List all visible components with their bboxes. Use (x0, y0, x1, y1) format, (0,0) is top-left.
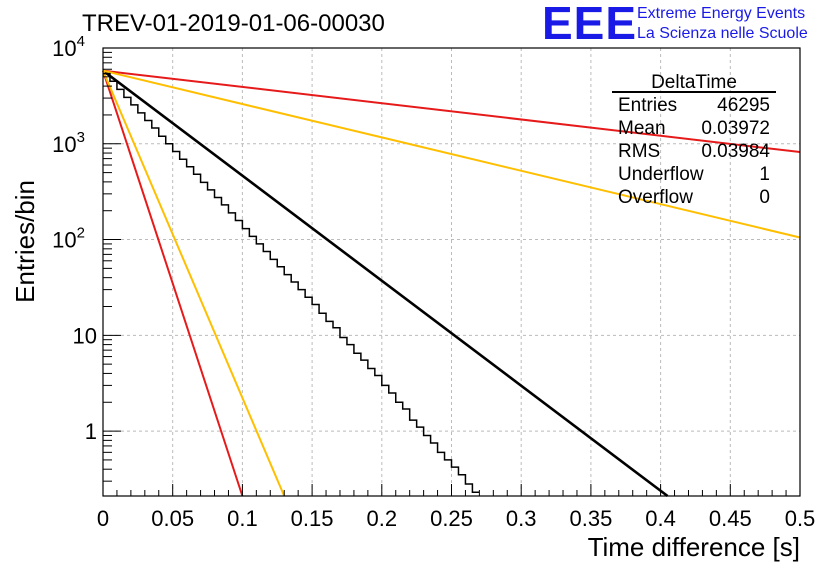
y-tick-label: 104 (52, 33, 85, 61)
fit-curve (102, 69, 801, 154)
y-tick-label: 103 (52, 129, 85, 157)
x-tick-label: 0.1 (227, 506, 258, 531)
logo-line-2: La Scienza nelle Scuole (637, 25, 808, 42)
x-tick-label: 0.2 (367, 506, 398, 531)
stats-row-label: RMS (618, 141, 660, 162)
y-tick-label: 10 (73, 323, 97, 348)
fit-curve (102, 70, 244, 497)
x-tick-label: 0.15 (291, 506, 334, 531)
histogram-layer (103, 72, 480, 493)
x-tick-label: 0.4 (645, 506, 676, 531)
x-tick-label: 0 (97, 506, 109, 531)
fit-curve (102, 69, 669, 498)
x-tick-label: 0.05 (151, 506, 194, 531)
y-tick-label: 102 (52, 225, 85, 253)
axis-ticks (102, 47, 801, 496)
stats-row-label: Overflow (618, 187, 693, 208)
stats-row-label: Underflow (618, 164, 704, 185)
fit-curve (102, 70, 286, 497)
series-layer (102, 69, 801, 498)
stats-row-value: 0 (759, 187, 770, 208)
histogram-bins (103, 72, 480, 493)
stats-box: DeltaTime Entries 46295 Mean 0.03972 RMS 0.03… (612, 72, 776, 208)
y-axis-label: Entries/bin (10, 180, 40, 303)
x-tick-label: 0.25 (430, 506, 473, 531)
stats-row-value: 0.03984 (701, 141, 770, 162)
stats-title: DeltaTime (651, 72, 737, 93)
x-tick-labels: 0 0.05 0.1 0.15 0.2 0.25 0.3 0.35 0.4 0.45 0.5 (97, 506, 815, 531)
stats-row-label: Entries (618, 95, 677, 116)
stats-rows: Entries 46295 Mean 0.03972 RMS 0.03984Underfl… (618, 95, 770, 208)
x-axis-label: Time difference [s] (588, 532, 800, 562)
stats-row-value: 0.03972 (701, 118, 770, 139)
stats-row-label: Mean (618, 118, 666, 139)
stats-row-value: 46295 (717, 95, 770, 116)
x-tick-label: 0.45 (709, 506, 752, 531)
stats-row-value: 1 (759, 164, 770, 185)
plot-title: TREV-01-2019-01-06-00030 (82, 10, 385, 37)
y-tick-label: 1 (85, 419, 97, 444)
x-tick-label: 0.35 (569, 506, 612, 531)
x-tick-label: 0.5 (785, 506, 816, 531)
x-tick-label: 0.3 (506, 506, 537, 531)
fit-curve (102, 69, 801, 239)
logo-line-1: Extreme Energy Events (637, 5, 806, 22)
eee-logo: EEE (542, 0, 638, 49)
